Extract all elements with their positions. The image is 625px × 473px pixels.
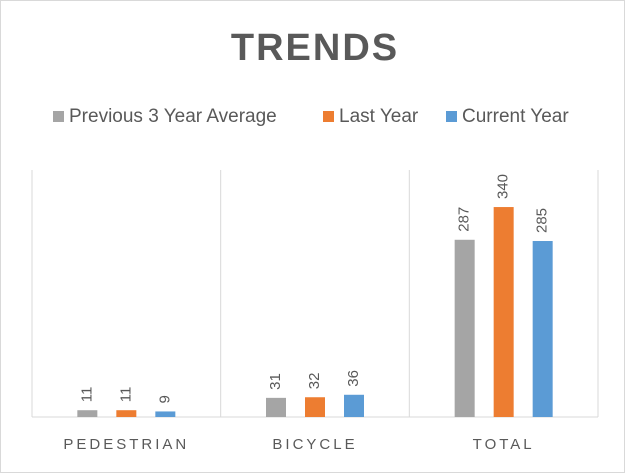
legend-label: Last Year: [339, 106, 419, 127]
bar: [454, 239, 475, 417]
data-label: 287: [456, 207, 473, 232]
data-label: 11: [117, 387, 134, 403]
legend-swatch: [53, 111, 64, 122]
bar: [266, 397, 286, 417]
bar: [532, 241, 553, 417]
legend-swatch: [323, 111, 334, 122]
chart-title: TRENDS: [231, 27, 399, 69]
data-label: 36: [345, 370, 362, 387]
x-tick-label: BICYCLE: [272, 436, 357, 453]
legend-label: Current Year: [462, 106, 569, 127]
bar: [116, 410, 137, 417]
data-label: 32: [306, 373, 323, 390]
bar: [77, 410, 98, 417]
x-tick-label: PEDESTRIAN: [63, 436, 189, 453]
data-label: 31: [267, 373, 284, 390]
legend-swatch: [446, 111, 457, 122]
data-label: 340: [495, 174, 512, 199]
data-label: 9: [156, 395, 173, 403]
data-label: 11: [78, 387, 95, 403]
legend-label: Previous 3 Year Average: [69, 106, 277, 127]
bar: [155, 411, 176, 417]
bar: [493, 207, 514, 417]
data-label: 285: [534, 208, 551, 233]
bar: [344, 394, 364, 417]
bar: [305, 397, 325, 417]
x-tick-label: TOTAL: [473, 436, 535, 453]
